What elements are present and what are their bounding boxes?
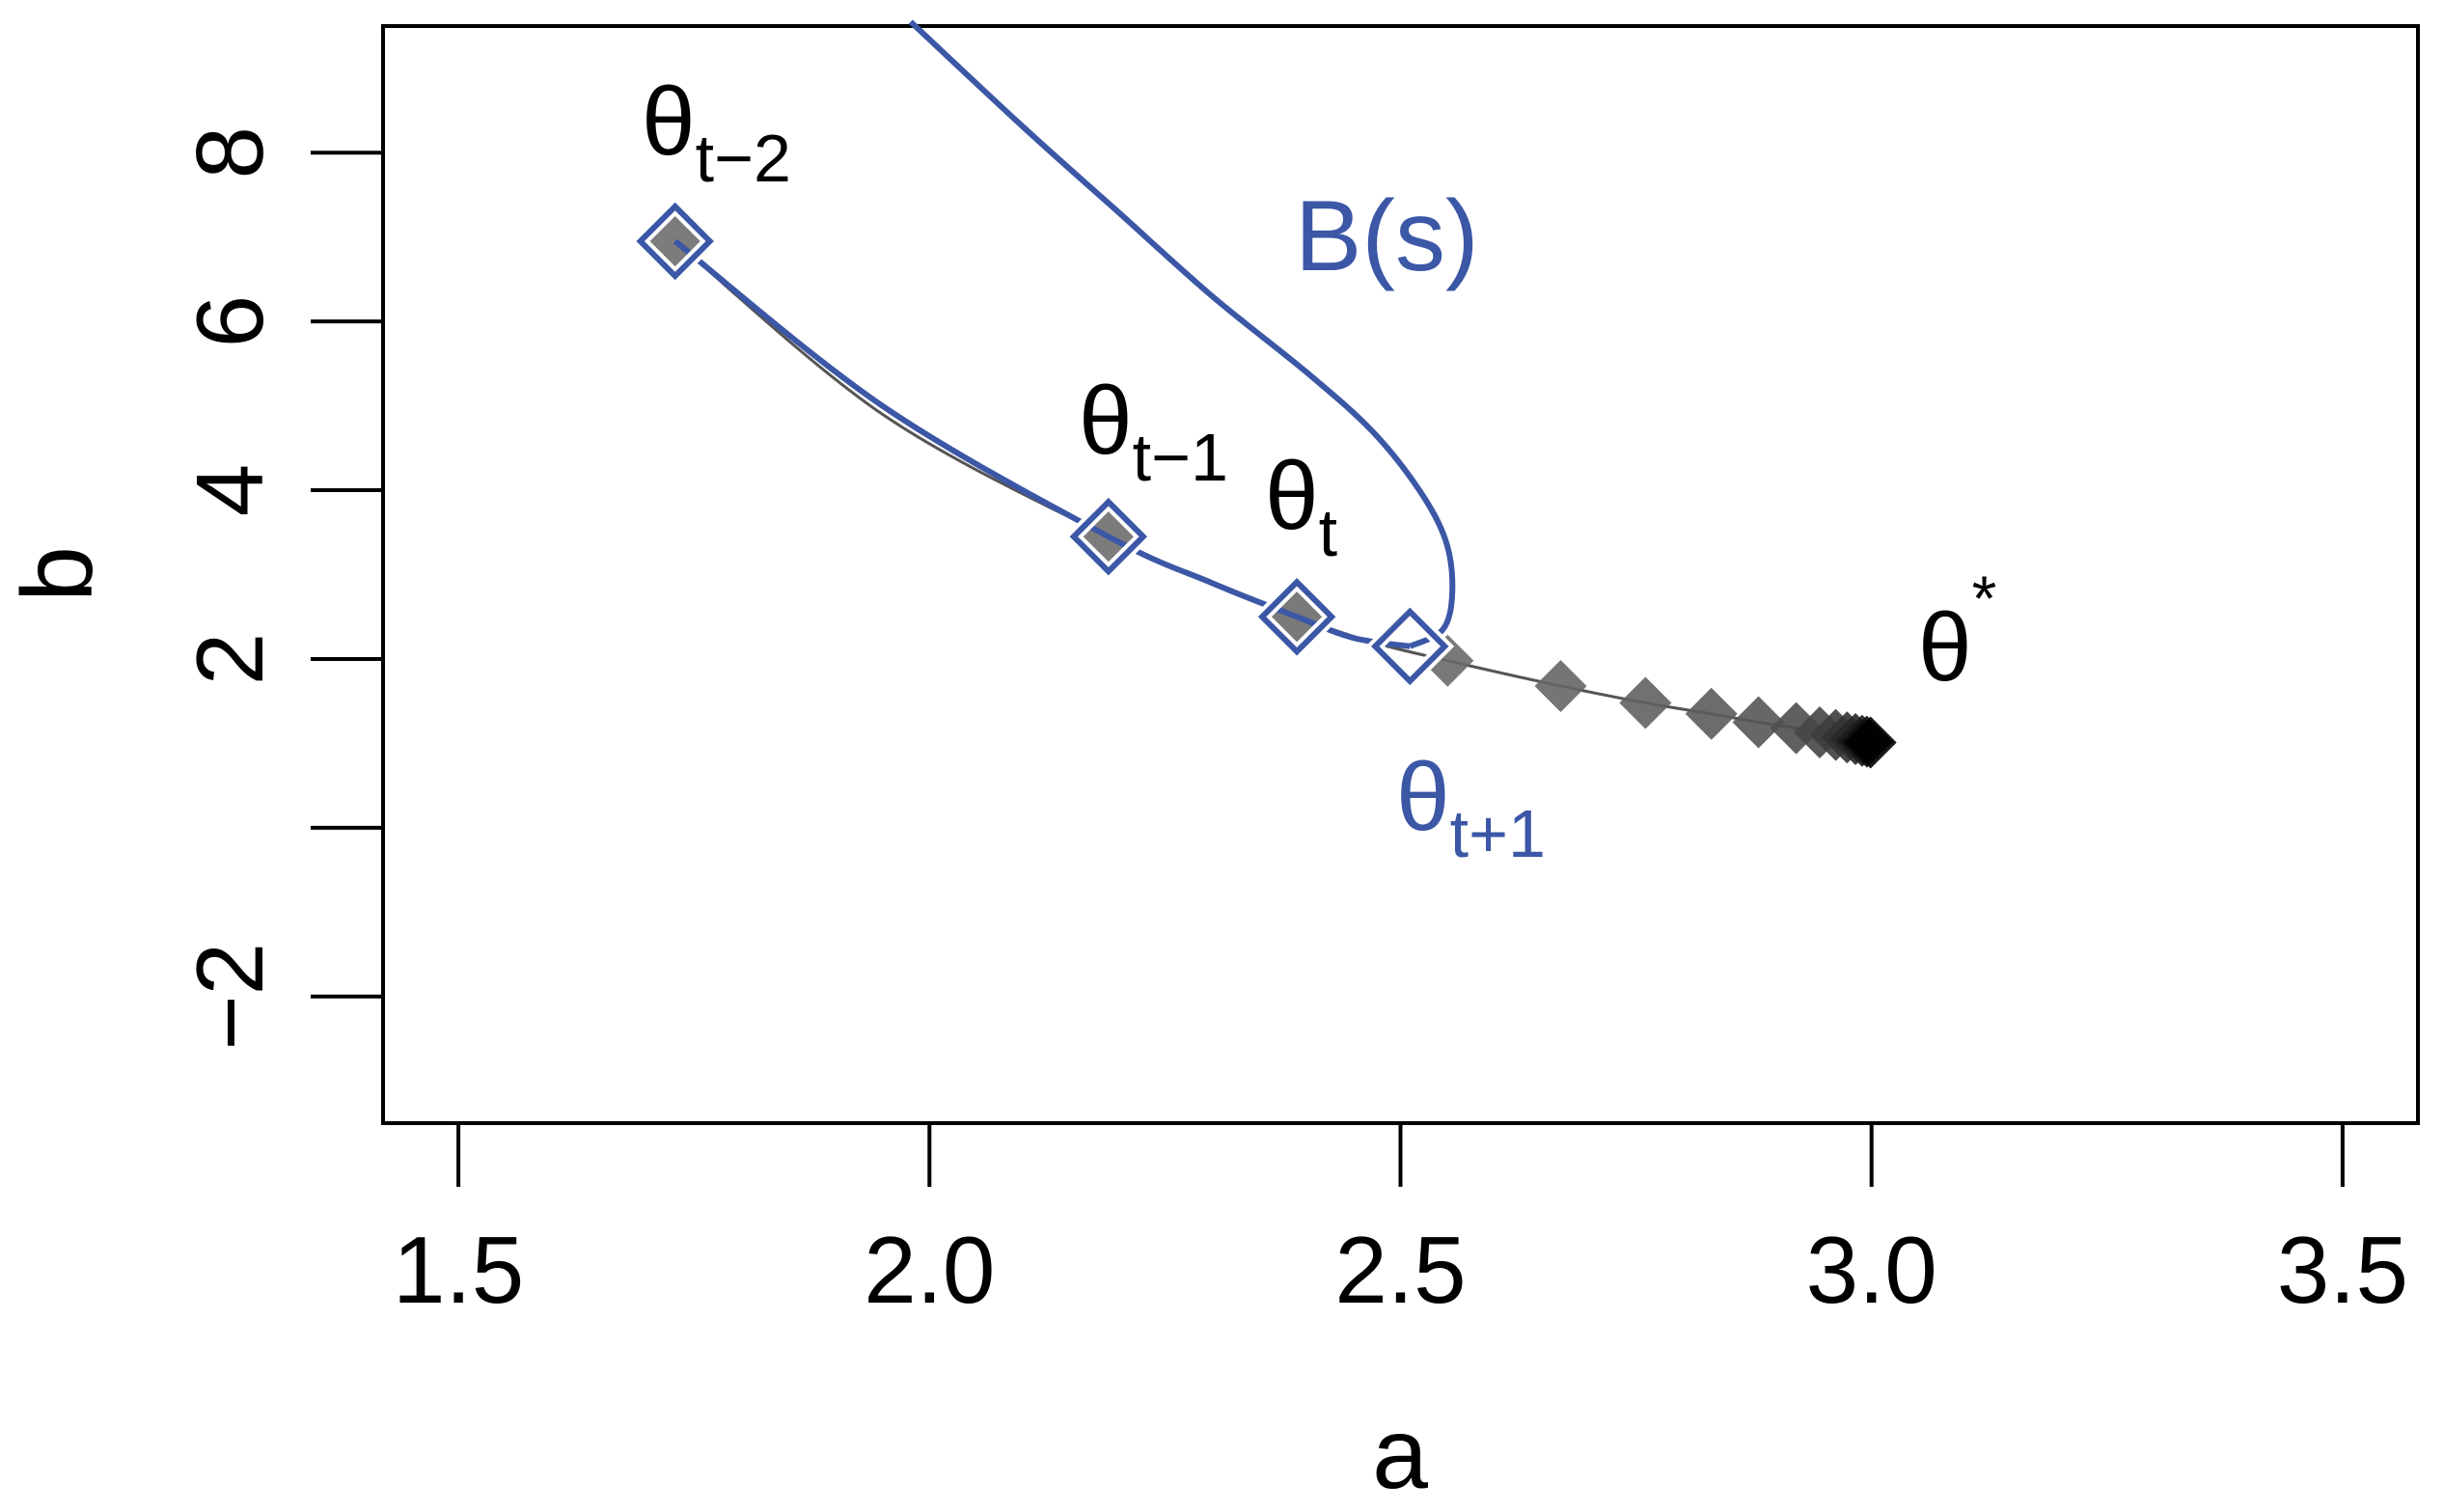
label-theta-t-base: θ: [1265, 442, 1319, 550]
y-tick-label: −2: [177, 943, 283, 1051]
highlight-point: [1371, 607, 1449, 686]
y-tick-label: 2: [177, 633, 283, 686]
label-theta-t-minus-1-base: θ: [1079, 367, 1133, 475]
label-theta-star-base: θ: [1918, 593, 1972, 701]
y-tick-label: 4: [177, 464, 283, 517]
label-theta-t-minus-2-base: θ: [642, 68, 696, 176]
iterate-point: [1685, 687, 1738, 740]
y-tick-label: 6: [177, 295, 283, 348]
label-theta-t-sub: t: [1319, 495, 1337, 570]
highlight-point: [636, 202, 714, 281]
y-axis-title: b: [2, 546, 114, 602]
highlight-point: [1257, 577, 1336, 656]
label-theta-star: θ*: [1918, 563, 1996, 701]
x-axis: 1.5 2.0 2.5 3.0 3.5: [393, 1123, 2408, 1323]
x-tick-label: 3.5: [2277, 1217, 2408, 1323]
label-theta-t-plus-1-sub: t+1: [1450, 796, 1546, 871]
boundary-curve: [908, 19, 1456, 649]
x-tick-label: 2.0: [864, 1217, 995, 1323]
iterate-point: [1844, 716, 1897, 769]
label-theta-t-minus-1-sub: t−1: [1133, 420, 1228, 495]
label-theta-t-minus-1: θt−1: [1079, 367, 1228, 495]
x-tick-label: 2.5: [1334, 1217, 1466, 1323]
label-boundary-curve: B(s): [1295, 180, 1479, 292]
x-axis-title: a: [1372, 1398, 1428, 1510]
label-theta-star-sup: *: [1972, 563, 1997, 634]
iterate-point: [1534, 659, 1587, 712]
label-theta-t-plus-1-base: θ: [1396, 743, 1450, 851]
plot-area: [630, 19, 1897, 769]
x-tick-label: 1.5: [393, 1217, 524, 1323]
iterate-point: [1619, 676, 1672, 729]
y-axis: −2 2 4 6 8: [177, 126, 383, 1051]
x-tick-label: 3.0: [1806, 1217, 1937, 1323]
label-theta-t-minus-2-sub: t−2: [696, 121, 791, 196]
iterate-point: [1732, 696, 1785, 749]
extrapolation-curve: [673, 238, 1411, 649]
highlight-point: [1069, 497, 1148, 576]
label-theta-t: θt: [1265, 442, 1337, 570]
label-theta-t-plus-1: θt+1: [1396, 743, 1546, 871]
label-theta-t-minus-2: θt−2: [642, 68, 791, 196]
y-tick-label: 8: [177, 126, 283, 179]
